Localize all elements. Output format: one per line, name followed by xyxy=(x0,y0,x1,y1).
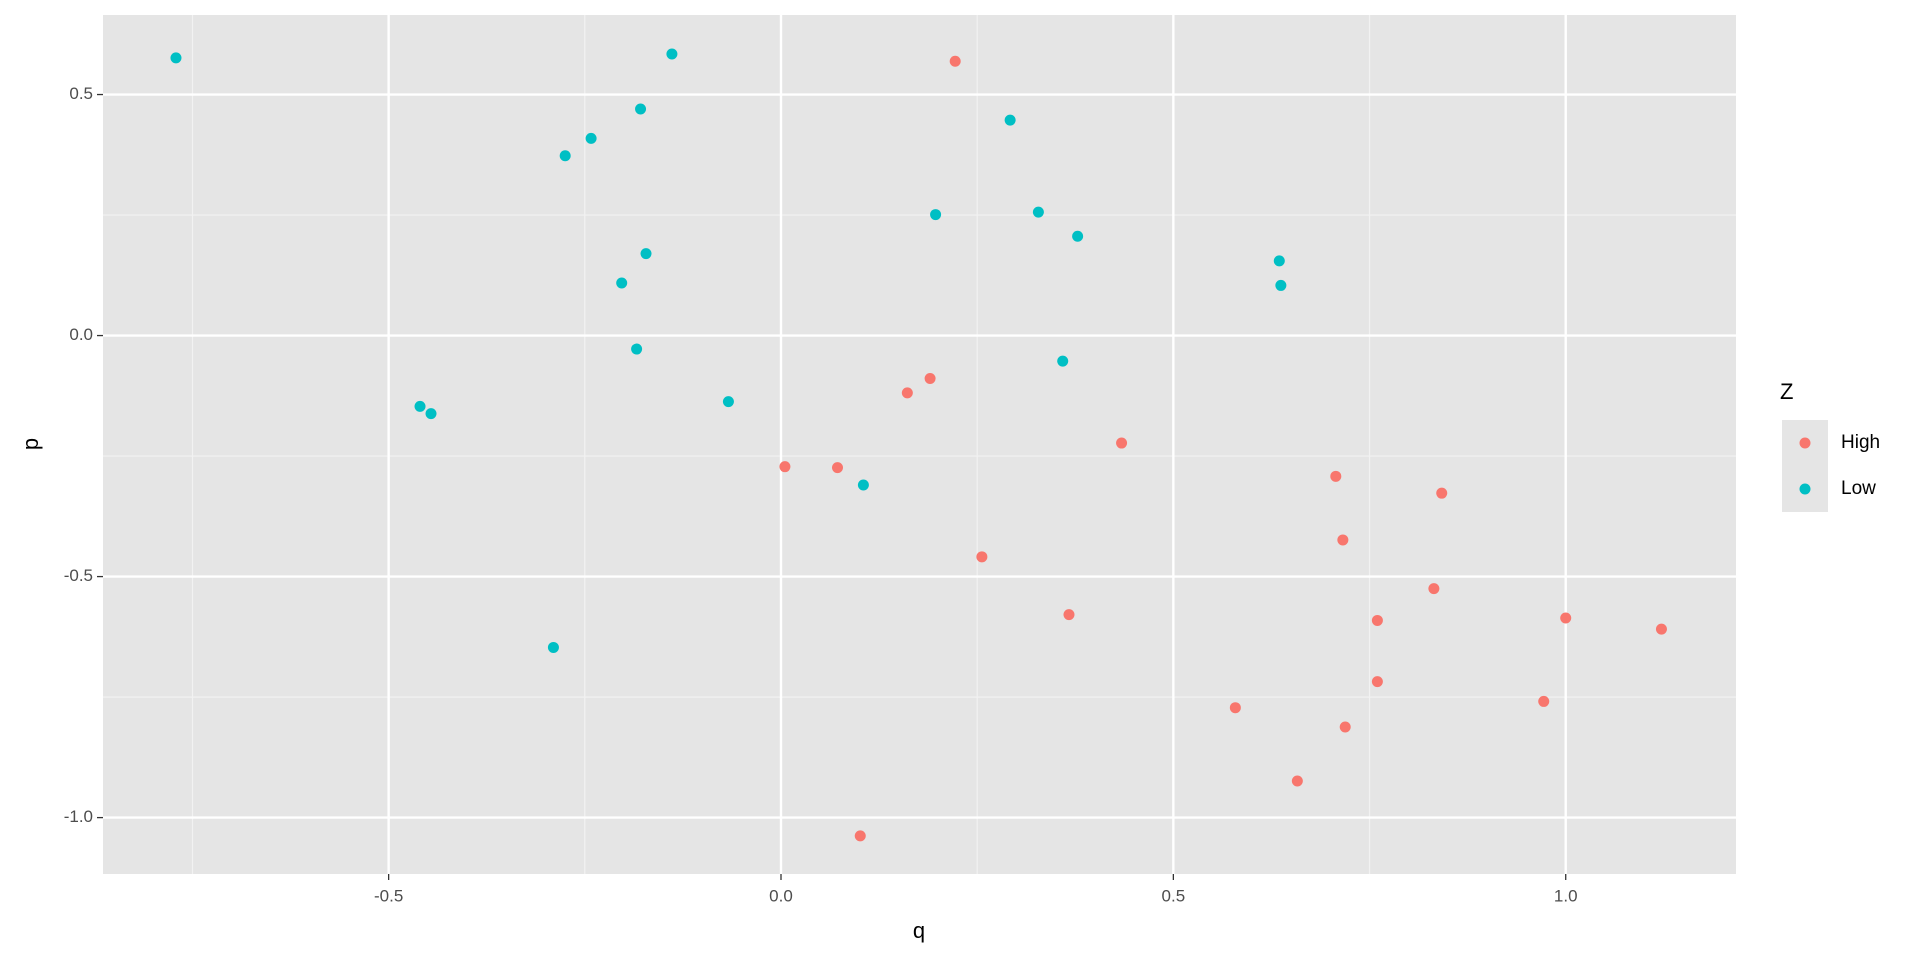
point xyxy=(1063,609,1075,621)
point xyxy=(547,641,559,653)
point xyxy=(585,132,597,144)
point xyxy=(1057,355,1069,367)
point xyxy=(1371,614,1383,626)
x-tick-label: -0.5 xyxy=(374,886,403,905)
points xyxy=(170,48,1667,842)
point xyxy=(831,462,843,474)
point xyxy=(640,248,652,260)
point xyxy=(1436,487,1448,499)
legend-key xyxy=(1799,437,1811,449)
point xyxy=(1538,695,1550,707)
x-tick-label: 1.0 xyxy=(1554,886,1578,905)
point xyxy=(976,551,988,563)
plot-panel xyxy=(103,15,1736,874)
point xyxy=(1655,623,1667,635)
point xyxy=(924,372,936,384)
point xyxy=(1330,470,1342,482)
point xyxy=(616,277,628,289)
point xyxy=(1428,583,1440,595)
point xyxy=(559,150,571,162)
x-tick-label: 0.0 xyxy=(769,886,793,905)
point xyxy=(1072,230,1084,242)
point xyxy=(949,55,961,67)
point xyxy=(779,461,791,473)
point xyxy=(901,387,913,399)
point xyxy=(425,408,437,420)
point xyxy=(170,52,182,64)
point xyxy=(1116,437,1128,449)
point xyxy=(1275,279,1287,291)
legend-key xyxy=(1799,483,1811,495)
point xyxy=(1229,702,1241,714)
point xyxy=(1004,114,1016,126)
legend-title: Z xyxy=(1780,379,1793,404)
point xyxy=(854,830,866,842)
legend-label: Low xyxy=(1841,478,1876,499)
point xyxy=(635,103,647,115)
point xyxy=(1337,534,1349,546)
point xyxy=(857,479,869,491)
point xyxy=(414,400,426,412)
point xyxy=(722,396,734,408)
point xyxy=(1273,255,1285,267)
point xyxy=(666,48,678,60)
x-tick-label: 0.5 xyxy=(1162,886,1186,905)
point xyxy=(1032,206,1044,218)
y-tick-label: 0.5 xyxy=(69,84,93,103)
y-axis-title: p xyxy=(18,438,43,450)
legend-key-background xyxy=(1782,420,1828,512)
x-axis-title: q xyxy=(913,918,925,943)
y-tick-label: -1.0 xyxy=(64,807,93,826)
y-tick-label: 0.0 xyxy=(69,325,93,344)
point xyxy=(930,209,942,221)
point xyxy=(1339,721,1351,733)
point xyxy=(1371,676,1383,688)
legend: High Low xyxy=(1782,420,1880,512)
y-tick-label: -0.5 xyxy=(64,566,93,585)
point xyxy=(1291,775,1303,787)
legend-label: High xyxy=(1841,432,1880,453)
grid xyxy=(103,15,1736,874)
point xyxy=(631,343,643,355)
point xyxy=(1560,612,1572,624)
